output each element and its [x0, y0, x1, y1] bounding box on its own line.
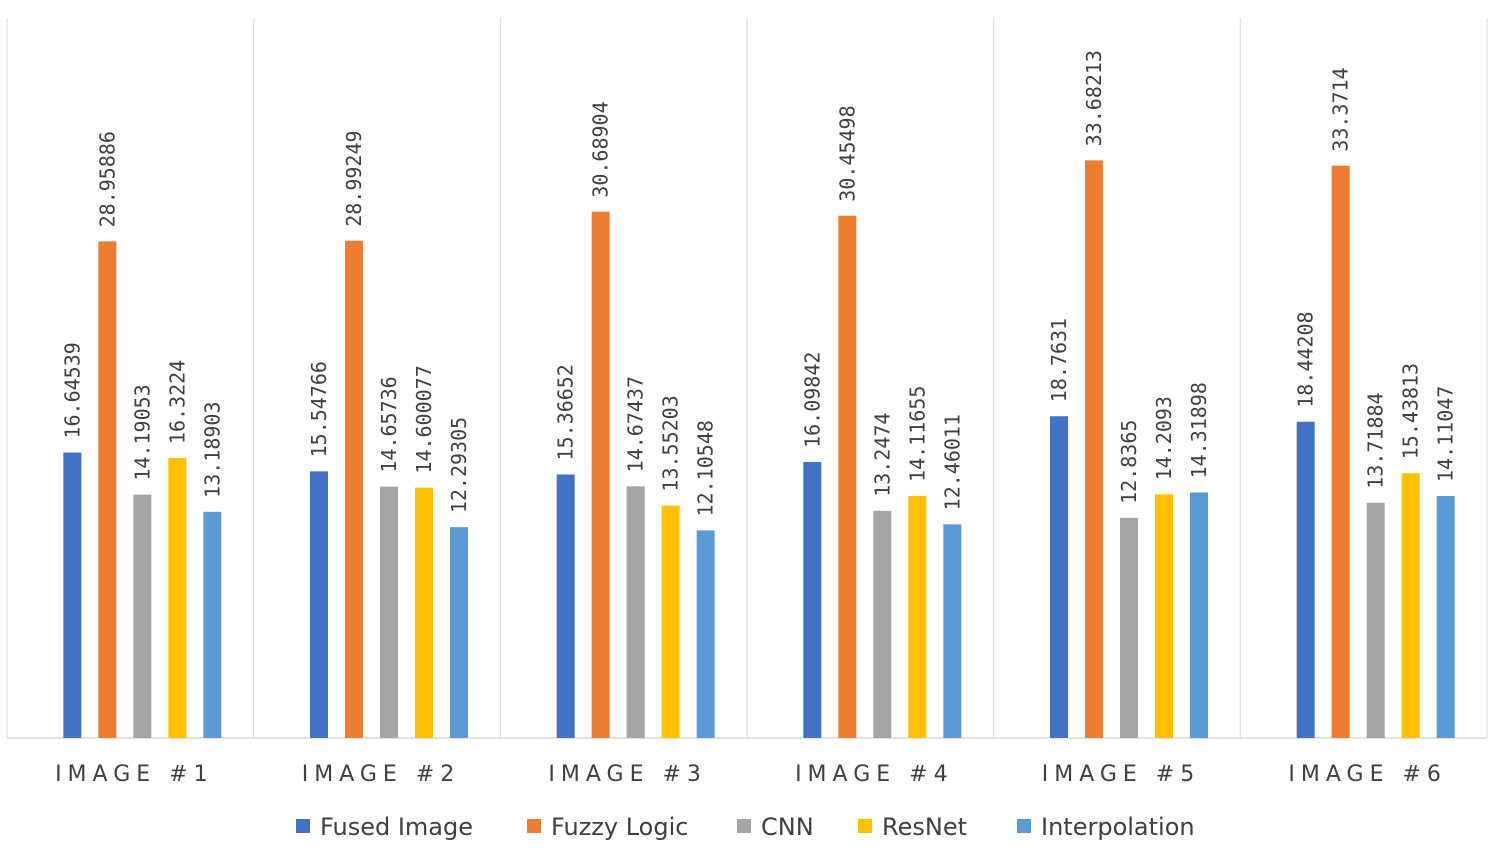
- data-label: 12.10548: [694, 420, 718, 516]
- bar-resnet: [1155, 494, 1173, 738]
- data-label: 18.7631: [1047, 318, 1071, 402]
- data-label: 13.2474: [870, 413, 894, 497]
- bar-cnn: [1366, 502, 1385, 738]
- bar-fuzzy-logic: [1331, 165, 1350, 739]
- data-label: 28.95886: [95, 131, 119, 227]
- bar-fused-image: [1296, 421, 1315, 738]
- data-label: 33.68213: [1082, 50, 1106, 146]
- bar-fused-image: [63, 452, 82, 738]
- data-label: 18.44208: [1294, 311, 1318, 407]
- bar-cnn: [133, 494, 152, 738]
- bar-resnet: [661, 505, 680, 738]
- bar-fuzzy-logic: [345, 240, 363, 738]
- bar-cnn: [626, 486, 645, 738]
- x-tick-label: IMAGE #5: [1042, 762, 1201, 787]
- bar-interpolation: [943, 524, 962, 738]
- data-label: 14.65736: [377, 376, 401, 472]
- legend-swatch: [737, 819, 751, 833]
- data-label: 13.71884: [1364, 392, 1388, 488]
- bar-fuzzy-logic: [1085, 160, 1103, 739]
- bar-cnn: [873, 510, 892, 738]
- bar-cnn: [1120, 517, 1138, 738]
- data-label: 14.11655: [905, 386, 929, 482]
- data-label: 14.19053: [130, 384, 154, 480]
- legend-swatch: [296, 819, 310, 833]
- data-label: 15.54766: [307, 361, 331, 457]
- bar-fuzzy-logic: [98, 241, 117, 739]
- bar-interpolation: [203, 511, 222, 738]
- legend-swatch: [858, 819, 872, 833]
- bar-resnet: [168, 458, 187, 738]
- data-label: 30.68904: [589, 101, 613, 197]
- legend-label: Fused Image: [320, 813, 473, 841]
- bar-fuzzy-logic: [838, 215, 857, 739]
- legend-swatch: [1017, 819, 1031, 833]
- legend-label: Fuzzy Logic: [551, 813, 688, 841]
- bar-fused-image: [556, 474, 575, 738]
- data-label: 13.55203: [659, 395, 683, 491]
- data-label: 16.64539: [60, 342, 84, 438]
- legend-swatch: [527, 819, 541, 833]
- legend-label: CNN: [761, 813, 814, 841]
- legend-label: Interpolation: [1041, 813, 1195, 841]
- bar-cnn: [380, 486, 398, 738]
- data-label: 14.31898: [1187, 382, 1211, 478]
- bar-interpolation: [1190, 492, 1208, 738]
- bar-interpolation: [450, 527, 468, 738]
- data-label: 16.09842: [800, 352, 824, 448]
- bar-fused-image: [310, 471, 328, 738]
- data-label: 33.3714: [1329, 67, 1353, 151]
- x-tick-label: IMAGE #2: [302, 762, 461, 787]
- data-label: 13.18903: [200, 401, 224, 497]
- data-label: 12.8365: [1117, 420, 1141, 504]
- bar-resnet: [415, 487, 433, 738]
- data-label: 12.46011: [940, 414, 964, 510]
- bar-interpolation: [1436, 496, 1455, 738]
- data-label: 15.43813: [1399, 363, 1423, 459]
- data-label: 14.2093: [1152, 396, 1176, 480]
- bar-fuzzy-logic: [591, 211, 610, 738]
- x-tick-label: IMAGE #3: [548, 762, 707, 787]
- data-label: 12.29305: [447, 417, 471, 513]
- bar-fused-image: [803, 461, 822, 738]
- x-tick-label: IMAGE #1: [55, 762, 214, 787]
- data-label: 14.11047: [1434, 386, 1458, 482]
- data-label: 28.99249: [342, 130, 366, 226]
- data-label: 14.67437: [624, 376, 648, 472]
- x-tick-label: IMAGE #6: [1288, 762, 1447, 787]
- data-label: 30.45498: [835, 105, 859, 201]
- bar-fused-image: [1050, 416, 1068, 738]
- x-tick-label: IMAGE #4: [795, 762, 954, 787]
- legend-label: ResNet: [882, 813, 967, 841]
- bar-resnet: [908, 495, 927, 738]
- data-label: 15.36652: [554, 364, 578, 460]
- data-label: 14.600077: [412, 365, 436, 473]
- data-label: 16.3224: [165, 360, 189, 444]
- bar-interpolation: [696, 530, 715, 738]
- bar-resnet: [1401, 473, 1420, 738]
